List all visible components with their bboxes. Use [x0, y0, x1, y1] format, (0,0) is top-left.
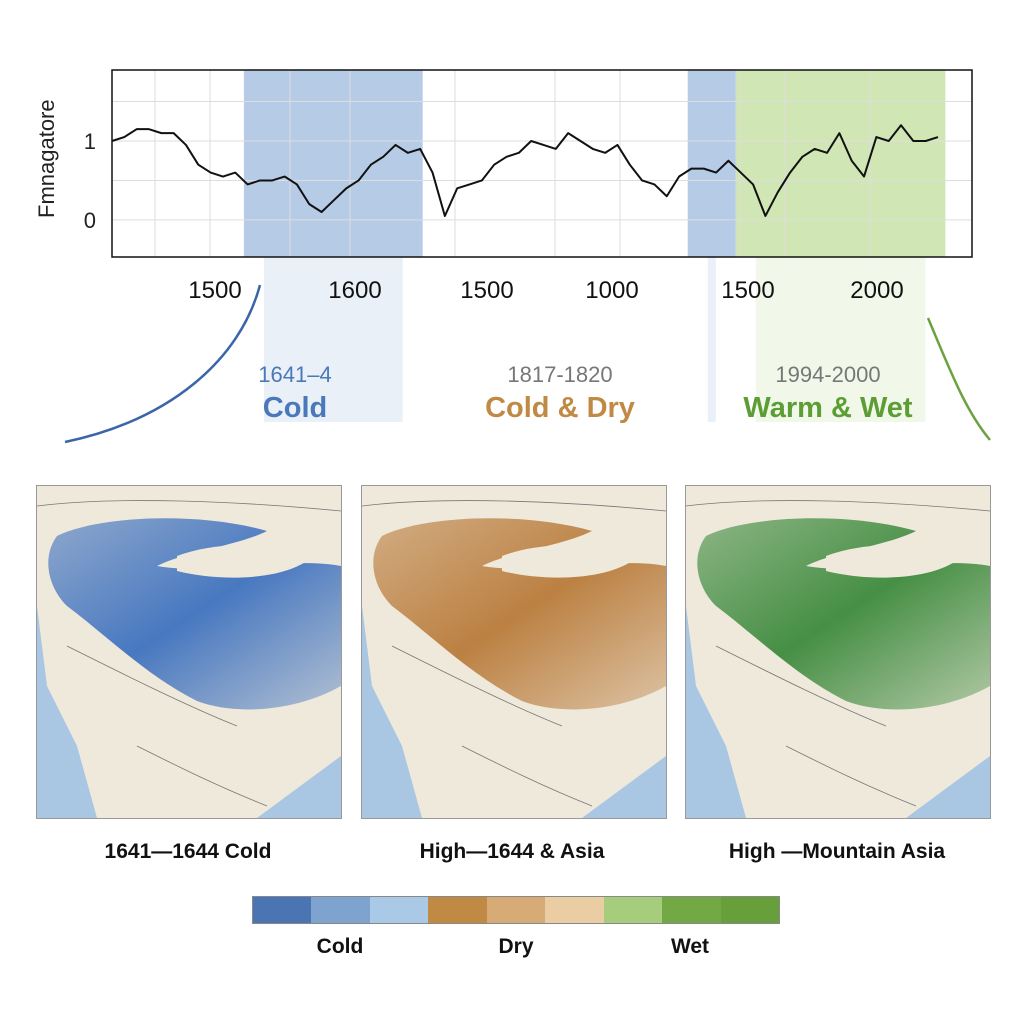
- sea: [257, 756, 341, 818]
- colorbar-segment: [369, 897, 429, 923]
- basin: [502, 545, 632, 578]
- map-cold: [36, 485, 342, 819]
- period-warm-wet: 1994-2000 Warm & Wet: [708, 362, 948, 425]
- colorbar-segment: [428, 897, 487, 923]
- map-caption: High —Mountain Asia: [728, 840, 946, 863]
- period-cold: 1641–4 Cold: [175, 362, 415, 425]
- period-band-fade: [707, 257, 716, 422]
- y-tick-label: 1: [84, 129, 96, 154]
- colorbar-segment: [545, 897, 604, 923]
- period-years: 1994-2000: [775, 362, 881, 387]
- sea: [906, 756, 990, 818]
- plot-frame: [111, 69, 973, 258]
- sea: [362, 606, 422, 818]
- sea: [582, 756, 666, 818]
- period-band: [735, 70, 946, 257]
- map-graphic: [686, 500, 990, 818]
- basin: [826, 545, 956, 578]
- boundary-lines: [37, 500, 341, 807]
- x-tick-label: 1500: [460, 277, 513, 304]
- period-label: Warm & Wet: [743, 392, 913, 424]
- colorbar-segment: [662, 897, 721, 923]
- colorbar-segment: [311, 897, 370, 923]
- map-graphic: [362, 500, 666, 818]
- map-graphic: [37, 500, 341, 818]
- y-axis-label: Fmnagatore: [34, 99, 59, 218]
- period-band: [243, 70, 423, 257]
- y-tick-label: 0: [84, 208, 96, 233]
- sea: [37, 606, 97, 818]
- basin: [177, 545, 307, 578]
- colorbar-legend: [252, 896, 780, 924]
- period-cold-dry: 1817-1820 Cold & Dry: [440, 362, 680, 425]
- map-caption: High—1644 & Asia: [419, 840, 605, 863]
- colorbar-segment: [720, 897, 779, 923]
- boundary-lines: [686, 500, 990, 807]
- connector-curve: [926, 317, 991, 441]
- colorbar-segment: [486, 897, 546, 923]
- region-highlight: [697, 518, 990, 710]
- colorbar-label: Wet: [670, 935, 710, 958]
- x-tick-label: 1600: [328, 277, 381, 304]
- colorbar-segment: [603, 897, 663, 923]
- period-years: 1641–4: [258, 362, 332, 387]
- map-cold-dry: [361, 485, 667, 819]
- boundary-lines: [362, 500, 666, 807]
- x-tick-label: 1500: [188, 277, 241, 304]
- colorbar-label: Cold: [316, 935, 364, 958]
- connector-curve: [64, 284, 262, 444]
- map-warm-wet: [685, 485, 991, 819]
- region-highlight: [48, 518, 341, 710]
- period-band-fade: [755, 257, 926, 422]
- region-highlight: [373, 518, 666, 710]
- period-band: [687, 70, 736, 257]
- period-label: Cold & Dry: [485, 392, 635, 424]
- series-line: [111, 124, 939, 217]
- sea: [686, 606, 746, 818]
- period-band-fade: [263, 257, 403, 422]
- x-tick-label: 1500: [721, 277, 774, 304]
- colorbar-label: Dry: [498, 935, 534, 958]
- period-years: 1817-1820: [507, 362, 613, 387]
- timeseries-chart: 1 0 1500 1600 1500 1000 1500 2000: [64, 69, 991, 444]
- colorbar-segment: [253, 897, 312, 923]
- map-caption: 1641—1644 Cold: [104, 840, 272, 863]
- x-tick-label: 1000: [585, 277, 638, 304]
- x-tick-label: 2000: [850, 277, 903, 304]
- period-label: Cold: [262, 392, 328, 424]
